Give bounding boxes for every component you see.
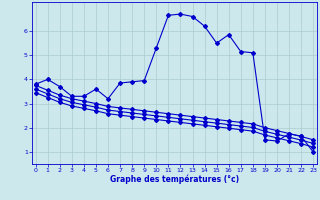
X-axis label: Graphe des températures (°c): Graphe des températures (°c) xyxy=(110,175,239,184)
